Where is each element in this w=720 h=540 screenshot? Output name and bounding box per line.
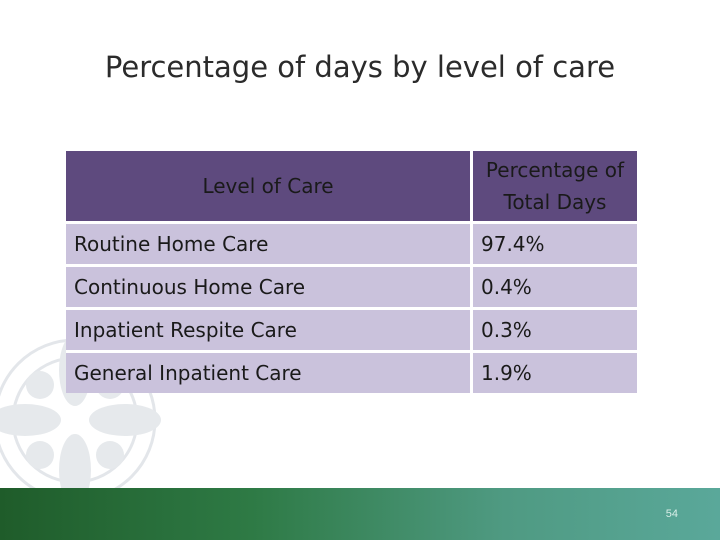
level-cell: Routine Home Care: [66, 224, 473, 267]
percent-cell: 97.4%: [473, 224, 637, 267]
table-row: Continuous Home Care 0.4%: [66, 267, 637, 310]
level-cell: General Inpatient Care: [66, 353, 473, 393]
percent-cell: 1.9%: [473, 353, 637, 393]
percent-cell: 0.3%: [473, 310, 637, 353]
care-table: Level of Care Percentage of Total Days R…: [66, 151, 637, 393]
header-percentage: Percentage of Total Days: [473, 151, 637, 224]
level-cell: Continuous Home Care: [66, 267, 473, 310]
page-number: 54: [665, 508, 678, 520]
slide-title: Percentage of days by level of care: [104, 50, 616, 84]
table-row: Routine Home Care 97.4%: [66, 224, 637, 267]
header-level-of-care: Level of Care: [66, 151, 473, 224]
table-header-row: Level of Care Percentage of Total Days: [66, 151, 637, 224]
percent-cell: 0.4%: [473, 267, 637, 310]
level-cell: Inpatient Respite Care: [66, 310, 473, 353]
footer-bar: [0, 488, 720, 540]
table-row: General Inpatient Care 1.9%: [66, 353, 637, 393]
table-row: Inpatient Respite Care 0.3%: [66, 310, 637, 353]
